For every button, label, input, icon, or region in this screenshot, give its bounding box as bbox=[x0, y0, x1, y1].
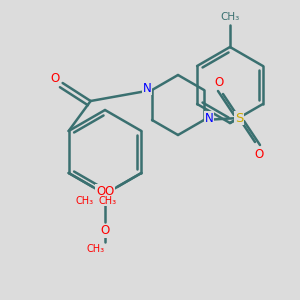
Text: O: O bbox=[105, 185, 114, 198]
Text: O: O bbox=[50, 73, 59, 85]
Text: CH₃: CH₃ bbox=[87, 244, 105, 254]
Text: CH₃: CH₃ bbox=[98, 196, 116, 206]
Text: CH₃: CH₃ bbox=[220, 12, 240, 22]
Text: N: N bbox=[205, 112, 213, 124]
Text: O: O bbox=[96, 185, 105, 198]
Text: S: S bbox=[235, 112, 243, 124]
Text: O: O bbox=[100, 224, 109, 238]
Text: CH₃: CH₃ bbox=[76, 196, 94, 206]
Text: N: N bbox=[142, 82, 152, 94]
Text: O: O bbox=[214, 76, 224, 88]
Text: O: O bbox=[254, 148, 264, 160]
